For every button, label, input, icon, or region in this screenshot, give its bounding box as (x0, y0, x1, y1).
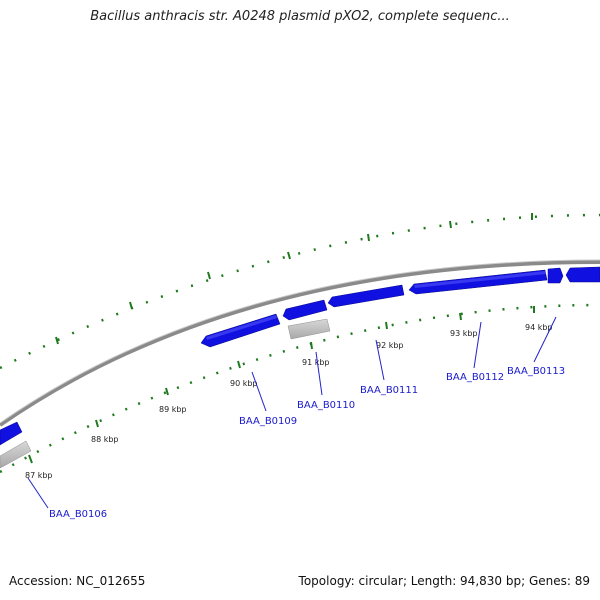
topology-summary: Topology: circular; Length: 94,830 bp; G… (298, 574, 590, 588)
gene-highlight (206, 315, 277, 340)
backbone-arc-highlight (0, 259, 600, 424)
gene-label-BAA_B0110[interactable]: BAA_B0110 (297, 400, 355, 411)
tick-label-87: 87 kbp (25, 471, 53, 480)
map-title: Bacillus anthracis str. A0248 plasmid pX… (90, 9, 510, 24)
gene-leaders (27, 316, 557, 509)
pseudo-gene[interactable] (0, 440, 32, 469)
gene-label-BAA_B0109[interactable]: BAA_B0109 (239, 416, 297, 427)
outer-tick-ring (0, 213, 600, 370)
gene-arrow[interactable] (327, 284, 405, 308)
tick-label-89: 89 kbp (159, 405, 187, 414)
tick-label-91: 91 kbp (302, 358, 330, 367)
pseudo-genes (0, 318, 331, 469)
tick-label-90: 90 kbp (230, 379, 258, 388)
tick-label-88: 88 kbp (91, 435, 119, 444)
tick-label-93: 93 kbp (450, 329, 478, 338)
gene-label-BAA_B0106[interactable]: BAA_B0106 (49, 509, 107, 520)
accession-text: Accession: NC_012655 (9, 574, 146, 588)
gene-arrow[interactable] (565, 266, 600, 283)
tick-labels: 87 kbp 88 kbp 89 kbp 90 kbp 91 kbp 92 kb… (25, 323, 553, 480)
gene-highlight (414, 271, 546, 288)
gene-label-BAA_B0111[interactable]: BAA_B0111 (360, 385, 418, 396)
gene-arrow[interactable] (547, 267, 564, 284)
gene-arrow[interactable] (282, 299, 328, 321)
gene-labels: BAA_B0106 BAA_B0109 BAA_B0110 BAA_B0111 … (49, 366, 565, 520)
gene-label-BAA_B0112[interactable]: BAA_B0112 (446, 372, 504, 383)
gene-arrow[interactable] (0, 421, 23, 446)
backbone-arc (0, 260, 600, 427)
pseudo-gene[interactable] (287, 318, 331, 340)
tick-label-92: 92 kbp (376, 341, 404, 350)
gene-arrows (0, 266, 600, 446)
tick-label-94: 94 kbp (525, 323, 553, 332)
gene-label-BAA_B0113[interactable]: BAA_B0113 (507, 366, 565, 377)
major-ticks (28, 213, 535, 464)
